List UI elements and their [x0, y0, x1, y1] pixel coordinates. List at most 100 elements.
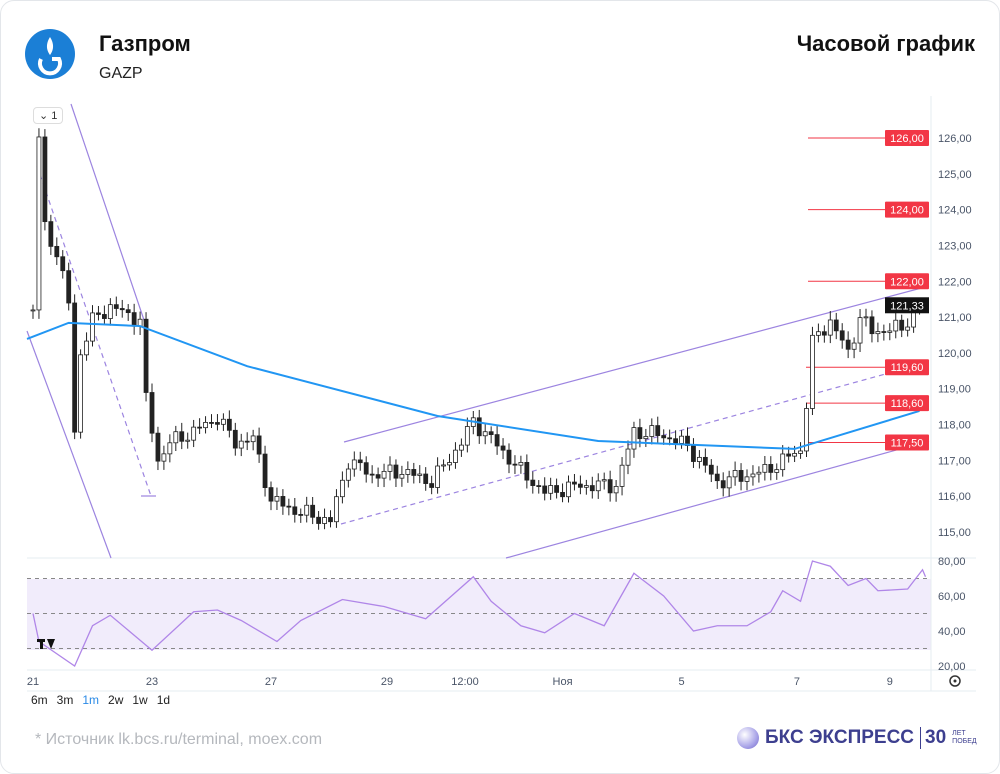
candle-body: [215, 422, 220, 425]
candle-body: [601, 479, 607, 482]
candle-body: [310, 504, 316, 518]
candle-body: [149, 392, 155, 434]
range-1m[interactable]: 1m: [82, 693, 100, 707]
indicator-legend-toggle[interactable]: ⌄ 1: [33, 107, 64, 124]
candle-body: [744, 476, 750, 482]
x-tick-label: 5: [678, 676, 684, 688]
candle-body: [512, 463, 518, 466]
candle-body: [179, 431, 185, 442]
rsi-line[interactable]: [32, 560, 927, 667]
candle-body: [96, 312, 101, 315]
range-3m[interactable]: 3m: [56, 693, 74, 707]
price-level-label: 124,00: [890, 205, 924, 217]
rsi-band: [27, 579, 931, 650]
candle-body: [488, 431, 494, 436]
candle-body: [869, 316, 875, 335]
candle-body: [786, 453, 792, 457]
range-1d[interactable]: 1d: [156, 693, 171, 707]
price-level-badge: [885, 395, 929, 412]
candle-body: [679, 435, 684, 444]
candle-body: [661, 435, 667, 439]
brand-badge: 30: [920, 727, 946, 749]
candle-body: [560, 492, 565, 498]
candle-body: [738, 470, 744, 482]
price-level-badge: [885, 359, 929, 376]
candle-body: [750, 473, 756, 478]
candle-body: [649, 425, 655, 437]
candle-body: [798, 450, 803, 454]
candle-body: [48, 221, 54, 247]
x-tick-label: 7: [794, 676, 800, 688]
candle-body: [435, 465, 441, 488]
candle-body: [774, 469, 780, 473]
candle-body: [173, 431, 179, 444]
y-tick-label: 121,00: [938, 312, 972, 324]
candle-body: [197, 426, 203, 429]
candle-body: [863, 316, 869, 319]
candle-body: [875, 331, 881, 335]
candle-body: [464, 426, 470, 446]
rsi-tick-label: 80,00: [938, 556, 966, 568]
candle-body: [447, 462, 452, 466]
candle-body: [363, 462, 369, 475]
candle-body: [500, 445, 506, 451]
range-1w[interactable]: 1w: [132, 693, 148, 707]
candle-body: [643, 436, 649, 440]
rsi-tick-label: 20,00: [938, 661, 966, 673]
candle-body: [625, 448, 631, 466]
candle-body: [524, 462, 530, 481]
candle-body: [66, 270, 72, 304]
candle-body: [578, 483, 583, 488]
candle-body: [637, 427, 643, 440]
candle-body: [393, 464, 399, 479]
channel-line-up-mid[interactable]: [340, 361, 930, 525]
candle-body: [542, 485, 548, 494]
candle-body: [322, 517, 327, 524]
channel-line-up-lower[interactable]: [505, 440, 930, 559]
candle-body: [810, 334, 815, 409]
candle-body: [417, 473, 423, 476]
last-price-label: 121,33: [890, 300, 924, 312]
candle-body: [375, 474, 381, 479]
channel-line-up-upper[interactable]: [343, 285, 930, 443]
brand-name: БКС ЭКСПРЕСС: [765, 727, 915, 748]
candle-body: [881, 331, 887, 333]
price-level-label: 119,60: [891, 362, 924, 374]
y-tick-label: 119,00: [938, 384, 971, 396]
candle-body: [423, 473, 429, 484]
candle-body: [256, 435, 262, 455]
range-2w[interactable]: 2w: [108, 693, 124, 707]
price-level-badge: [885, 434, 929, 451]
candle-body: [708, 464, 714, 475]
rsi-tick-label: 40,00: [938, 626, 966, 638]
candle-body: [673, 438, 678, 444]
candle-body: [36, 136, 42, 311]
channel-line-down-upper[interactable]: [70, 103, 147, 327]
candle-body: [107, 304, 113, 319]
candle-body: [381, 470, 387, 479]
candle-body: [411, 469, 417, 476]
candle-body: [250, 435, 256, 443]
moving-average-line[interactable]: [26, 321, 920, 450]
candle-body: [78, 354, 83, 433]
range-6m[interactable]: 6m: [31, 693, 48, 707]
settings-icon[interactable]: [949, 675, 961, 687]
x-tick-label: 27: [265, 676, 277, 688]
bcs-logo-icon: [737, 727, 759, 749]
candle-body: [268, 487, 274, 502]
price-level-label: 126,00: [890, 133, 924, 145]
candle-body: [607, 479, 613, 494]
candle-body: [572, 481, 577, 485]
x-tick-label: 23: [146, 676, 158, 688]
channel-line-down-lower[interactable]: [26, 330, 112, 559]
candle-body: [161, 453, 167, 462]
bcs-brand: БКС ЭКСПРЕСС 30 ЛЕТ ПОБЕД: [737, 727, 977, 749]
candle-body: [90, 312, 95, 342]
candle-body: [780, 453, 786, 471]
candle-body: [732, 470, 738, 478]
y-tick-label: 116,00: [938, 491, 971, 503]
candle-body: [203, 422, 208, 429]
candle-body: [613, 486, 619, 494]
